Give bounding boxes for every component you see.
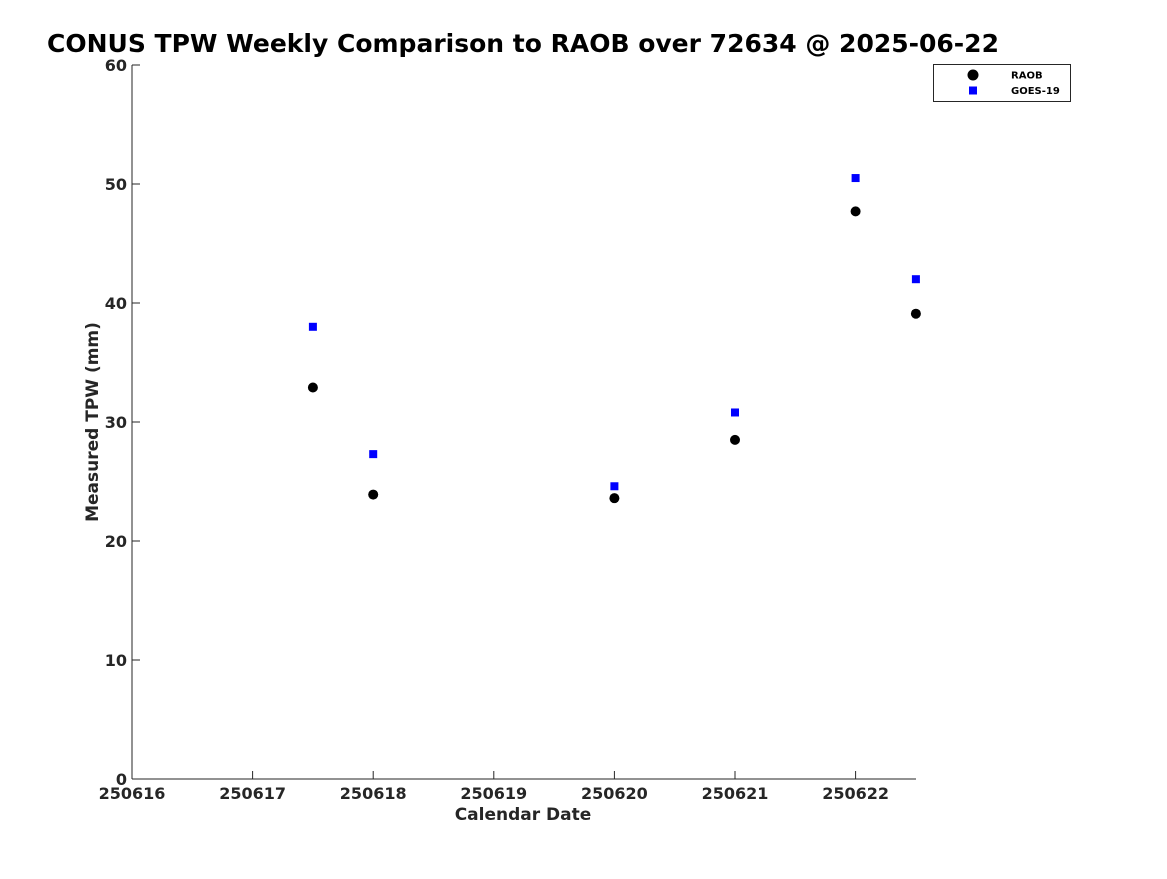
- y-tick-label: 0: [116, 770, 127, 789]
- goes-19-point: [851, 174, 860, 183]
- y-tick-label: 50: [105, 175, 127, 194]
- x-tick-label: 250616: [99, 784, 166, 803]
- legend-goes-19-marker: [969, 86, 977, 95]
- raob-point: [910, 308, 921, 319]
- legend-raob-marker: [967, 69, 979, 81]
- raob-point: [609, 493, 620, 504]
- y-tick-label: 10: [105, 651, 127, 670]
- y-tick-label: 20: [105, 532, 127, 551]
- data-marks: [307, 174, 921, 504]
- goes-19-point: [911, 275, 920, 284]
- goes-19-point: [369, 450, 378, 459]
- x-tick-label: 250619: [460, 784, 527, 803]
- x-tick-label: 250620: [581, 784, 648, 803]
- x-axis-label: Calendar Date: [455, 805, 592, 825]
- goes-19-point: [308, 322, 317, 331]
- raob-point: [307, 382, 318, 393]
- series-raob: [307, 206, 921, 504]
- x-tick-label: 250617: [219, 784, 286, 803]
- raob-point: [730, 434, 740, 445]
- raob-point: [850, 206, 861, 217]
- legend: RAOB GOES-19: [933, 64, 1071, 102]
- y-tick-label: 60: [105, 56, 127, 75]
- raob-point: [368, 489, 379, 500]
- y-axis-label: Measured TPW (mm): [83, 322, 103, 522]
- x-tick-label: 250621: [702, 784, 769, 803]
- x-tick-label: 250622: [822, 784, 889, 803]
- x-tick-label: 250618: [340, 784, 407, 803]
- axes: 0 10 20 30 40 50 60 250616 250617 250618 250619 250…: [99, 56, 916, 803]
- y-tick-label: 30: [105, 413, 127, 432]
- legend-label: RAOB: [1011, 71, 1043, 82]
- legend-label: GOES-19: [1011, 86, 1060, 97]
- goes-19-point: [731, 408, 739, 417]
- legend-box: [933, 64, 1071, 102]
- y-tick-label: 40: [105, 294, 127, 313]
- chart-title: CONUS TPW Weekly Comparison to RAOB over…: [47, 29, 999, 58]
- series-goes-19: [308, 174, 920, 491]
- goes-19-point: [610, 482, 619, 491]
